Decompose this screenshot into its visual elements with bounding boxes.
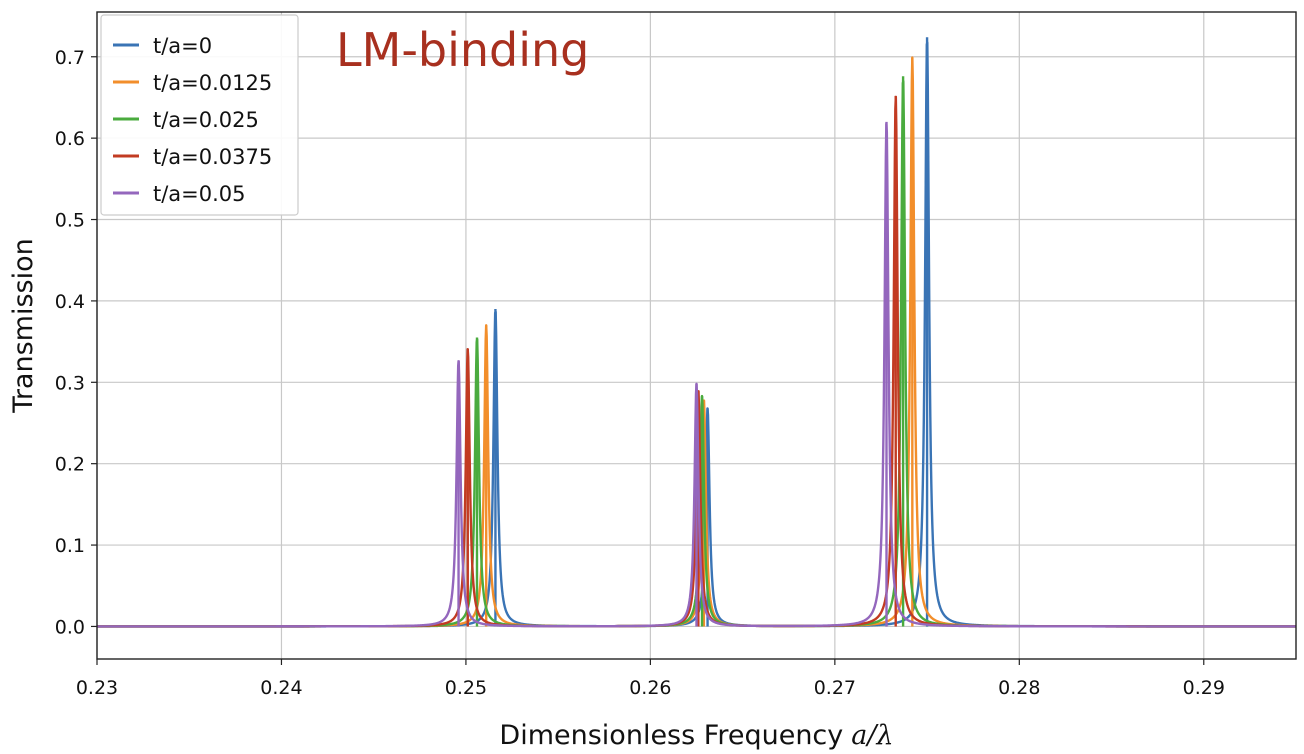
- x-tick-label: 0.24: [260, 677, 302, 699]
- y-tick-label: 0.4: [55, 291, 85, 313]
- legend-frame: [100, 14, 299, 216]
- legend-entry: t/a=0.0125: [153, 71, 272, 95]
- x-axis-label-math: a/λ: [851, 720, 893, 751]
- legend-entry: t/a=0: [153, 34, 212, 58]
- chart-annotation: LM-binding: [336, 23, 589, 77]
- x-axis-label-text: Dimensionless Frequency: [499, 720, 843, 751]
- y-tick-label: 0.6: [55, 128, 85, 150]
- y-tick-label: 0.7: [55, 47, 85, 69]
- x-tick-label: 0.27: [814, 677, 856, 699]
- x-tick-label: 0.23: [76, 677, 118, 699]
- legend: t/a=0 t/a=0.0125 t/a=0.025 t/a=0.0375 t/a=0.…: [100, 14, 299, 216]
- y-tick-label: 0.5: [55, 210, 85, 232]
- x-tick-label: 0.25: [445, 677, 487, 699]
- x-tick-label: 0.26: [629, 677, 671, 699]
- x-tick-label: 0.29: [1183, 677, 1225, 699]
- x-axis-label: Dimensionless Frequency a/λ: [499, 720, 893, 751]
- y-tick-label: 0.0: [55, 616, 85, 638]
- y-tick-label: 0.3: [55, 372, 85, 394]
- y-axis-label: Transmission: [8, 238, 39, 413]
- series-lines: [96, 37, 1297, 628]
- y-tick-label: 0.1: [55, 535, 85, 557]
- x-tick-label: 0.28: [998, 677, 1040, 699]
- legend-entry: t/a=0.05: [153, 182, 246, 206]
- y-tick-label: 0.2: [55, 454, 85, 476]
- plot-frame: [96, 11, 1297, 660]
- legend-entry: t/a=0.025: [153, 108, 259, 132]
- grid-lines: [96, 12, 1296, 659]
- series-line-4: [96, 122, 1297, 628]
- axis-ticks: 0.23 0.24 0.25 0.26 0.27 0.28 0.29 0.0 0.1 0.2 0.3…: [55, 47, 1225, 699]
- legend-entry: t/a=0.0375: [153, 145, 272, 169]
